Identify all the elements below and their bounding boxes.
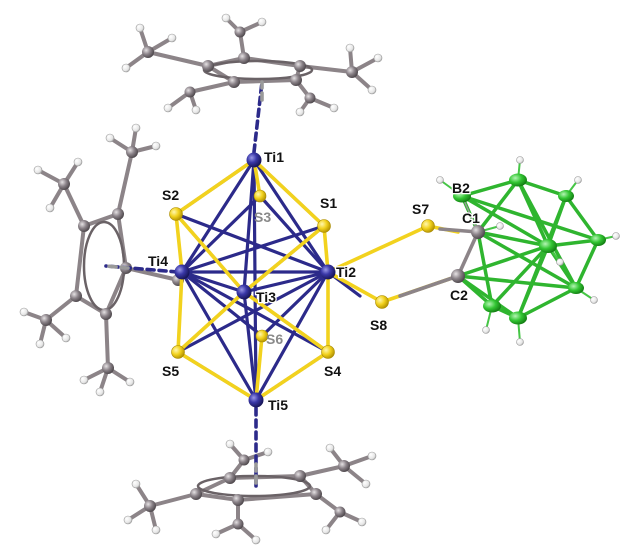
- label-S3: S3: [254, 209, 271, 225]
- label-Ti5: Ti5: [268, 397, 288, 413]
- atom-Ti3: [236, 284, 252, 300]
- left-cp-star-ligand: [19, 123, 184, 397]
- atom-S1: [317, 219, 331, 233]
- label-S2: S2: [162, 187, 179, 203]
- atom-S4: [321, 345, 335, 359]
- label-S1: S1: [320, 195, 337, 211]
- atom-labels: Ti1 Ti2 Ti3 Ti4 Ti5 S1 S2 S3 S4 S5 S6 S7…: [147, 148, 482, 415]
- bottom-cp-star-ligand: [123, 439, 377, 545]
- atom-Ti1: [246, 152, 262, 168]
- atom-S6: [255, 329, 269, 343]
- label-Ti1: Ti1: [264, 149, 284, 165]
- atom-Ti5: [248, 392, 264, 408]
- atom-C1: [471, 225, 485, 239]
- top-cp-star-ligand: [121, 13, 383, 117]
- titanium-sulfur-core: [104, 80, 485, 488]
- label-S4: S4: [324, 363, 341, 379]
- label-C1: C1: [462, 210, 480, 226]
- atom-S5: [171, 345, 185, 359]
- centroid-dashed-bonds: [104, 80, 264, 488]
- label-Ti3: Ti3: [256, 289, 276, 305]
- atom-S3: [253, 189, 267, 203]
- atom-Ti2: [320, 264, 336, 280]
- atom-S2: [169, 207, 183, 221]
- label-S8: S8: [370, 317, 387, 333]
- label-B2: B2: [452, 180, 470, 196]
- label-Ti4: Ti4: [148, 253, 168, 269]
- label-C2: C2: [450, 287, 468, 303]
- atom-Ti4: [174, 264, 190, 280]
- atom-C2: [451, 269, 465, 283]
- label-S6: S6: [266, 331, 283, 347]
- label-Ti2: Ti2: [336, 264, 356, 280]
- carborane-cage: [436, 156, 620, 346]
- label-S7: S7: [412, 201, 429, 217]
- label-S5: S5: [162, 363, 179, 379]
- atom-S7: [421, 219, 435, 233]
- atom-S8: [375, 295, 389, 309]
